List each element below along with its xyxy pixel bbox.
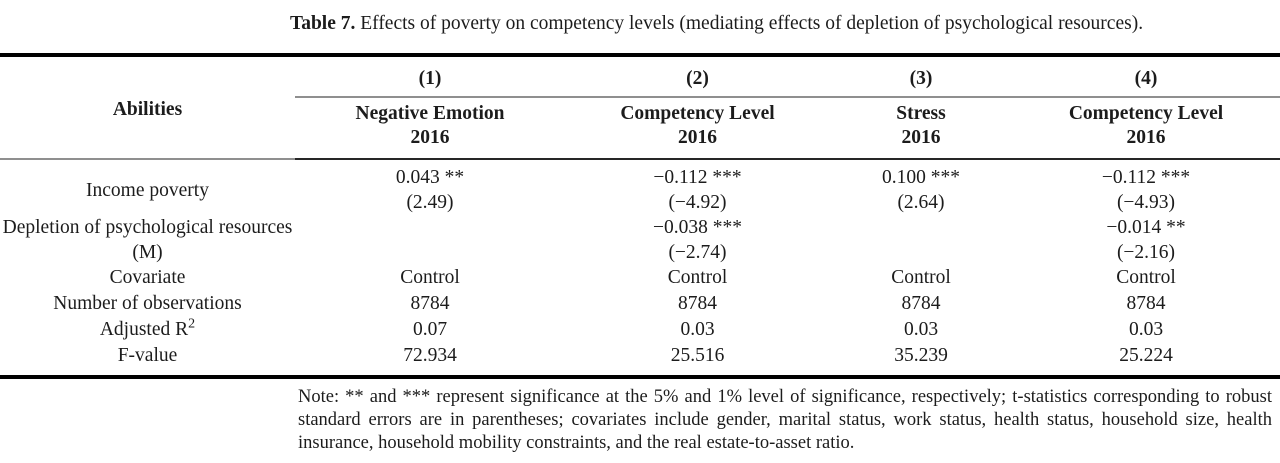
row-f-value: F-value 72.934 25.516 35.239 25.224 [0, 343, 1280, 377]
column-header-4-year: 2016 [1126, 127, 1166, 148]
coefficient: −0.038 *** [653, 217, 742, 238]
cell-adjusted-r2-1: 0.07 [412, 319, 448, 340]
cell-adjusted-r2-3: 0.03 [903, 319, 939, 340]
model-number-1: (1) [295, 55, 565, 98]
row-depletion: Depletion of psychological resources (M)… [0, 215, 1280, 265]
cell-income-poverty-2: −0.112 *** (−4.92) [565, 159, 830, 215]
t-statistic: (2.64) [897, 192, 945, 213]
column-header-row: Negative Emotion 2016 Competency Level 2… [0, 97, 1280, 160]
cell-f-value-4: 25.224 [1119, 345, 1173, 366]
coefficient: 0.100 *** [882, 167, 960, 188]
coefficient: −0.112 *** [653, 167, 742, 188]
model-number-3: (3) [830, 55, 1012, 98]
cell-income-poverty-4: −0.112 *** (−4.93) [1012, 159, 1280, 215]
t-statistic: (−4.93) [1116, 192, 1176, 213]
cell-depletion-2: −0.038 *** (−2.74) [565, 215, 830, 265]
column-header-3: Stress 2016 [830, 97, 1012, 160]
table-caption-label: Table 7. [290, 13, 356, 34]
t-statistic: (2.49) [406, 192, 454, 213]
coefficient: −0.014 ** [1106, 217, 1186, 238]
column-header-4: Competency Level 2016 [1012, 97, 1280, 160]
column-header-3-name: Stress [896, 103, 946, 124]
coefficient: 0.043 ** [395, 167, 465, 188]
table-caption-text: Effects of poverty on competency levels … [355, 13, 1144, 34]
column-header-4-name: Competency Level [1068, 103, 1224, 124]
cell-depletion-4: −0.014 ** (−2.16) [1012, 215, 1280, 265]
column-header-2-name: Competency Level [620, 103, 775, 124]
model-number-2: (2) [565, 55, 830, 98]
column-header-1-year: 2016 [410, 127, 450, 148]
r2-superscript: 2 [188, 316, 196, 332]
row-covariate: Covariate Control Control Control Contro… [0, 265, 1280, 291]
cell-depletion-1 [295, 215, 565, 265]
row-observations: Number of observations 8784 8784 8784 87… [0, 291, 1280, 317]
row-label-depletion: Depletion of psychological resources (M) [2, 217, 293, 263]
cell-f-value-1: 72.934 [403, 345, 457, 366]
results-table: Abilities (1) (2) (3) (4) Negative Emoti… [0, 53, 1280, 379]
row-income-poverty: Income poverty 0.043 ** (2.49) −0.112 **… [0, 159, 1280, 215]
row-label-income-poverty: Income poverty [86, 179, 209, 201]
cell-income-poverty-1: 0.043 ** (2.49) [295, 159, 565, 215]
cell-covariate-4: Control [1116, 267, 1176, 288]
model-number-row: Abilities (1) (2) (3) (4) [0, 55, 1280, 160]
cell-observations-4: 8784 [1126, 293, 1166, 314]
column-header-1: Negative Emotion 2016 [295, 97, 565, 160]
cell-observations-2: 8784 [678, 293, 717, 314]
t-statistic: (−2.74) [668, 242, 727, 263]
cell-adjusted-r2-2: 0.03 [680, 319, 715, 340]
row-label-f-value: F-value [117, 345, 178, 366]
column-header-3-year: 2016 [901, 127, 941, 148]
row-label-adjusted-r2: Adjusted R2 [99, 316, 196, 340]
table-note: Note: ** and *** represent significance … [298, 387, 1272, 453]
model-number-4: (4) [1012, 55, 1280, 98]
cell-depletion-3 [830, 215, 1012, 265]
cell-observations-3: 8784 [901, 293, 941, 314]
cell-covariate-1: Control [400, 267, 460, 288]
cell-f-value-3: 35.239 [894, 345, 948, 366]
column-header-2-year: 2016 [678, 127, 717, 148]
cell-covariate-3: Control [891, 267, 951, 288]
column-header-1-name: Negative Emotion [355, 103, 505, 124]
cell-covariate-2: Control [667, 267, 728, 288]
coefficient: −0.112 *** [1101, 167, 1191, 188]
t-statistic: (−2.16) [1116, 242, 1176, 263]
cell-income-poverty-3: 0.100 *** (2.64) [830, 159, 1012, 215]
table-caption: Table 7. Effects of poverty on competenc… [290, 11, 1272, 37]
column-header-2: Competency Level 2016 [565, 97, 830, 160]
row-label-observations: Number of observations [53, 293, 242, 314]
t-statistic: (−4.92) [668, 192, 727, 213]
cell-adjusted-r2-4: 0.03 [1128, 319, 1164, 340]
cell-f-value-2: 25.516 [670, 345, 725, 366]
corner-header-abilities: Abilities [0, 55, 295, 160]
row-adjusted-r2: Adjusted R2 0.07 0.03 0.03 0.03 [0, 317, 1280, 343]
cell-observations-1: 8784 [410, 293, 450, 314]
row-label-covariate: Covariate [109, 267, 186, 288]
